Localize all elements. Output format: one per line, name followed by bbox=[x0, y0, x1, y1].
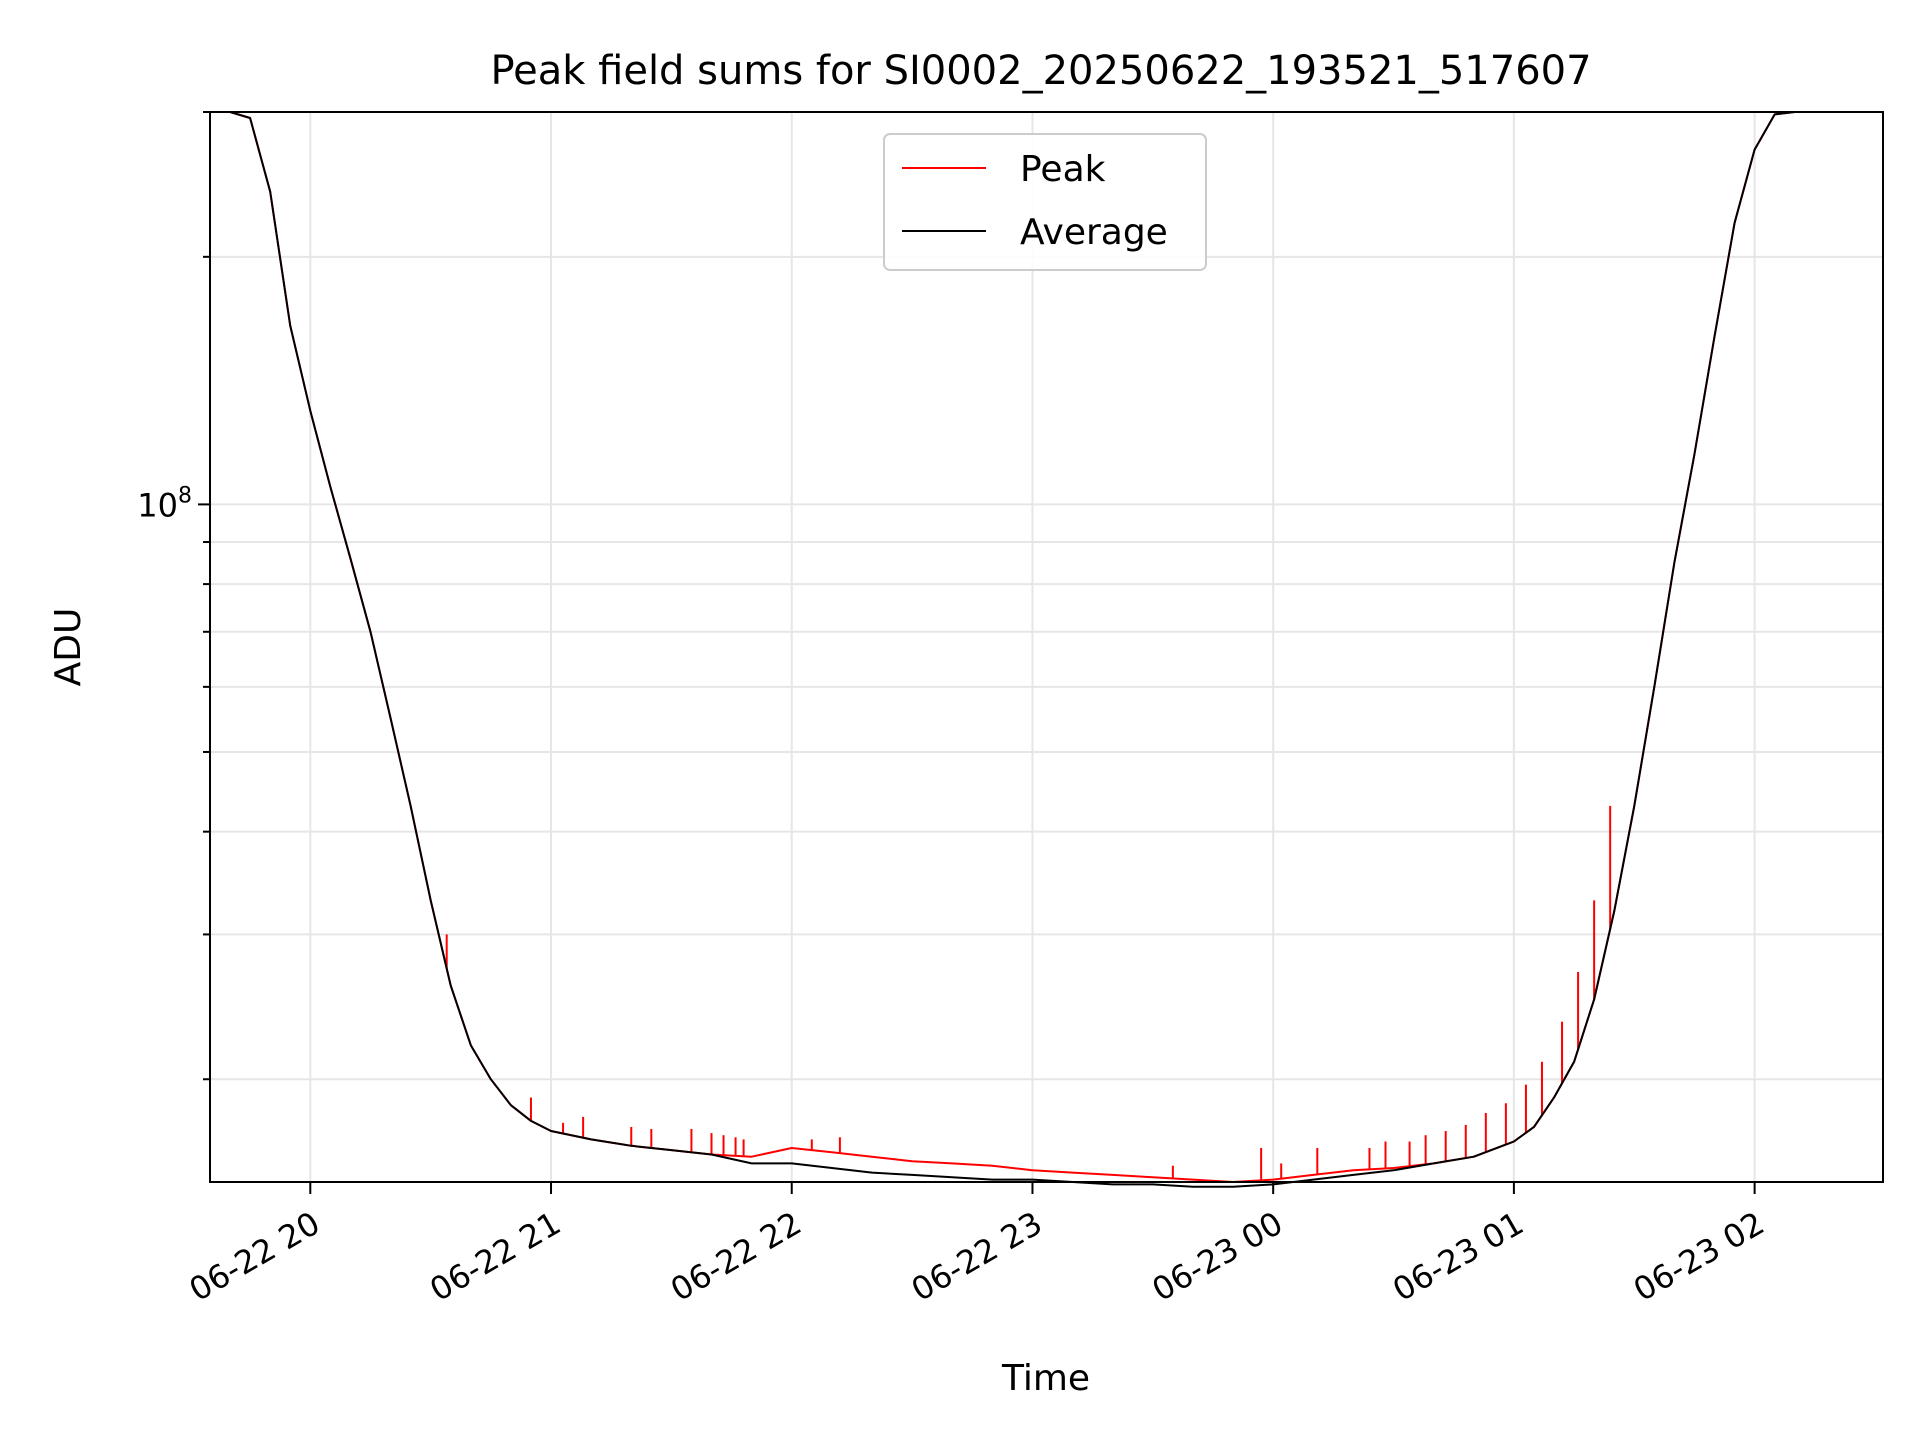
legend: Peak Average bbox=[883, 133, 1207, 271]
series-layer bbox=[210, 111, 1883, 1188]
x-axis-label: Time bbox=[1001, 1358, 1090, 1399]
plot-frame bbox=[209, 111, 1884, 1183]
y-axis: 108 bbox=[137, 111, 210, 1081]
y-tick-label: 108 bbox=[137, 483, 192, 524]
series-line-average bbox=[210, 111, 1883, 1188]
y-axis-label: ADU bbox=[48, 608, 89, 687]
legend-peak-label: Peak bbox=[1020, 149, 1106, 190]
chart-title: Peak field sums for SI0002_20250622_1935… bbox=[490, 48, 1591, 94]
grid bbox=[210, 111, 1883, 1182]
legend-average-label: Average bbox=[1020, 212, 1168, 253]
